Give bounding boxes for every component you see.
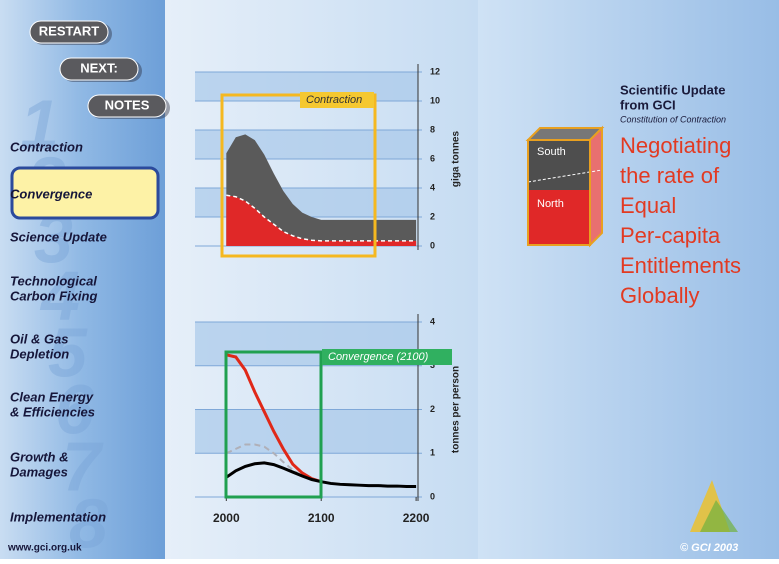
cube-side <box>589 125 603 248</box>
area <box>226 195 417 246</box>
y-axis-label: tonnes per person <box>451 366 462 453</box>
y-tick-label: 4 <box>430 182 435 192</box>
nav-item: Depletion <box>10 346 69 361</box>
watermark-numeral: 5 <box>48 313 88 391</box>
title: from GCI <box>620 97 676 112</box>
y-tick-label: 1 <box>430 448 435 458</box>
y-tick-label: 6 <box>430 153 435 163</box>
footer: © GCI 2003 <box>680 542 738 554</box>
annotation-box <box>220 93 377 258</box>
sidebar <box>0 0 165 559</box>
headline-line: Globally <box>620 283 699 308</box>
y-tick-label: 10 <box>430 95 440 105</box>
nav-highlight <box>10 166 160 220</box>
annotation-label: Contraction <box>306 94 362 106</box>
headline-line: Negotiating <box>620 133 731 158</box>
y-tick-label: 2 <box>430 211 435 221</box>
title: Scientific Update <box>620 82 725 97</box>
button[interactable] <box>29 20 109 44</box>
nav-item: Oil & Gas <box>10 331 69 346</box>
headline-line: Entitlements <box>620 253 741 278</box>
watermark-numeral: 8 <box>69 484 108 559</box>
logo <box>700 500 738 532</box>
button-label: RESTART <box>39 23 99 38</box>
cube-label: South <box>537 146 566 158</box>
cube-label: North <box>537 198 564 210</box>
cube-south <box>528 140 590 190</box>
line <box>225 353 322 484</box>
nav-item: Convergence <box>10 186 92 201</box>
y-axis-label: giga tonnes <box>451 131 462 188</box>
y-tick-label: 0 <box>430 491 435 501</box>
y-tick-label: 8 <box>430 124 435 134</box>
watermark-numeral: 4 <box>39 256 80 334</box>
cube: South North <box>525 125 605 248</box>
x-tick-label: 2100 <box>308 511 335 525</box>
nav-item: Technological <box>10 273 97 288</box>
band <box>195 409 418 454</box>
y-tick-label: 2 <box>430 404 435 414</box>
annotation-label: Convergence (2100) <box>328 351 429 363</box>
annotation-label-bg <box>300 92 374 108</box>
nav-item: Contraction <box>10 139 83 154</box>
watermark-numeral: 7 <box>62 427 104 505</box>
button-label: NEXT: <box>80 60 118 75</box>
y-tick-label: 4 <box>430 316 435 326</box>
y-tick-label: 12 <box>430 66 440 76</box>
x-tick-label: 2200 <box>403 511 430 525</box>
cube-frame <box>527 139 591 246</box>
nav-item: Implementation <box>10 509 106 524</box>
button-label: NOTES <box>105 97 150 112</box>
headline-line: Equal <box>620 193 676 218</box>
y-tick-label: 0 <box>430 240 435 250</box>
nav-item: Clean Energy <box>10 389 94 404</box>
nav-item: & Efficiencies <box>10 404 95 419</box>
url: www.gci.org.uk <box>7 543 82 554</box>
annotation-label-bg <box>322 349 452 365</box>
nav-item: Growth & <box>10 449 69 464</box>
x-tick-label: 2000 <box>213 511 240 525</box>
watermark-numeral: 6 <box>55 370 95 448</box>
headline-line: Per-capita <box>620 223 721 248</box>
button[interactable] <box>87 94 167 118</box>
cube-north <box>528 190 590 245</box>
area-edge <box>226 194 417 242</box>
y-tick-label: 3 <box>430 360 435 370</box>
button[interactable] <box>59 57 139 81</box>
subtitle: Constitution of Contraction <box>620 114 726 124</box>
watermark-numeral: 1 <box>20 85 59 163</box>
info-panel <box>478 0 779 559</box>
nav-item: Science Update <box>10 229 107 244</box>
area <box>226 134 417 246</box>
nav-item: Damages <box>10 464 68 479</box>
nav-item: Carbon Fixing <box>10 288 97 303</box>
headline-line: the rate of <box>620 163 720 188</box>
annotation-box <box>224 350 323 499</box>
